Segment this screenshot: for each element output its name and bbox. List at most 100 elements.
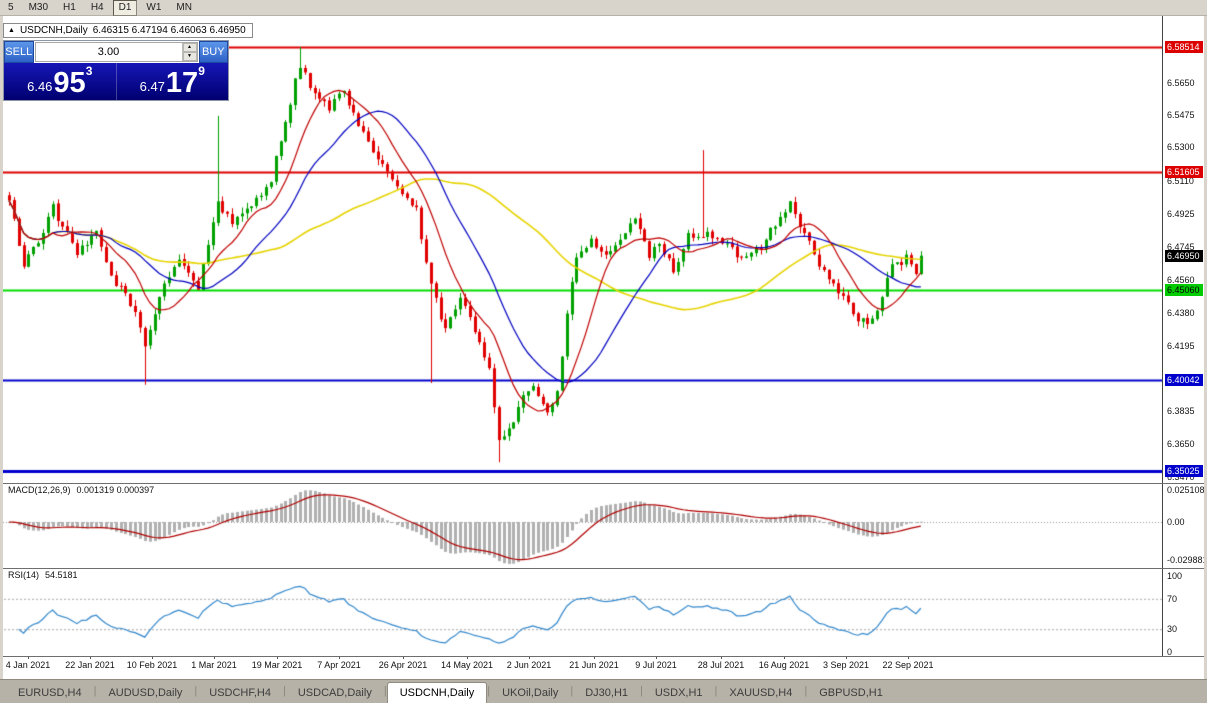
sell-price-base: 6.46 xyxy=(27,79,53,94)
tab-divider: | xyxy=(283,684,286,697)
buy-price-base: 6.47 xyxy=(139,79,165,94)
date-axis-tick xyxy=(90,656,91,659)
macd-scale-label: 0.025108 xyxy=(1167,485,1205,495)
sell-price-frac: 3 xyxy=(85,64,93,78)
time-axis-border xyxy=(0,656,1207,657)
tab-divider: | xyxy=(640,684,643,697)
sell-price-display: 6.46 95 3 xyxy=(4,63,116,100)
timeframe-button-h1[interactable]: H1 xyxy=(63,1,76,13)
buy-price-pips: 17 xyxy=(165,67,199,99)
rsi-scale-label: 0 xyxy=(1167,647,1173,657)
current-price-badge: 6.46950 xyxy=(1165,249,1203,262)
date-axis-label: 16 Aug 2021 xyxy=(758,660,810,670)
date-axis-tick xyxy=(277,656,278,659)
rsi-scale-label: 30 xyxy=(1167,624,1178,635)
price-tick-label: 6.4745 xyxy=(1167,241,1195,252)
date-axis-label: 2 Jun 2021 xyxy=(506,660,552,670)
chart-tab-gbpusd-h1[interactable]: GBPUSD,H1 xyxy=(819,687,883,699)
chart-tab-dj30-h1[interactable]: DJ30,H1 xyxy=(585,687,628,699)
date-axis-label: 1 Mar 2021 xyxy=(191,660,237,670)
volume-input[interactable] xyxy=(35,43,182,61)
macd-scale-label: -0.029881 xyxy=(1167,555,1207,566)
window-frame-right xyxy=(1204,16,1207,679)
date-axis-label: 14 May 2021 xyxy=(440,660,494,670)
rsi-scale-label: 70 xyxy=(1167,593,1178,604)
chart-tab-usdchf-h4[interactable]: USDCHF,H4 xyxy=(209,687,271,699)
tab-divider: | xyxy=(487,684,491,697)
date-axis-tick xyxy=(214,656,215,659)
rsi-title: RSI(14) xyxy=(8,570,40,580)
date-axis-tick xyxy=(28,656,29,659)
level-price-badge: 6.35025 xyxy=(1165,464,1203,477)
date-axis-tick xyxy=(467,656,468,659)
tab-divider: | xyxy=(804,684,808,697)
buy-price-frac: 9 xyxy=(198,64,205,78)
date-axis-tick xyxy=(656,656,657,659)
price-chart-canvas[interactable] xyxy=(0,16,1162,656)
price-tick-label: 6.4380 xyxy=(1167,307,1195,318)
price-tick-label: 6.4925 xyxy=(1167,209,1195,220)
date-axis-label: 3 Sep 2021 xyxy=(822,660,870,670)
chart-tab-bar: EURUSD,H4 | AUDUSD,Daily | USDCHF,H4 | USDCAD,… xyxy=(0,679,1207,703)
timeframe-button-d1[interactable]: D1 xyxy=(112,0,138,16)
chart-symbol-label: USDCNH,Daily xyxy=(19,25,88,36)
timeframe-button-m30[interactable]: M30 xyxy=(28,1,49,13)
date-axis-label: 28 Jul 2021 xyxy=(697,660,745,670)
tab-divider: | xyxy=(714,684,718,697)
timeframe-button-h4[interactable]: H4 xyxy=(90,1,104,13)
macd-panel-splitter[interactable] xyxy=(0,483,1207,484)
chart-tab-usdx-h1[interactable]: USDX,H1 xyxy=(654,687,703,699)
price-tick-label: 6.3650 xyxy=(1167,439,1195,450)
rsi-value: 54.5181 xyxy=(45,570,78,580)
level-price-badge: 6.40042 xyxy=(1165,374,1203,387)
level-price-badge: 6.58514 xyxy=(1165,41,1203,53)
timeframe-toolbar: 5 M30 H1 H4 D1 W1 MN xyxy=(0,0,1207,16)
timeframe-button-5[interactable]: 5 xyxy=(8,1,14,13)
date-axis-label: 9 Jul 2021 xyxy=(635,660,677,670)
sell-button[interactable]: SELL xyxy=(4,41,34,63)
date-axis-label: 22 Jan 2021 xyxy=(65,660,115,670)
price-tick-label: 6.5300 xyxy=(1167,141,1195,152)
chart-tab-audusd-daily[interactable]: AUDUSD,Daily xyxy=(108,687,183,699)
level-price-badge: 6.51605 xyxy=(1165,165,1203,178)
timeframe-button-w1[interactable]: W1 xyxy=(146,1,162,13)
date-axis-label: 26 Apr 2021 xyxy=(378,660,428,670)
rsi-scale-label: 100 xyxy=(1167,571,1183,581)
chart-tab-xauusd-h4[interactable]: XAUUSD,H4 xyxy=(729,687,793,699)
price-tick-label: 6.5475 xyxy=(1167,109,1195,120)
volume-decrease-icon[interactable]: ▼ xyxy=(182,52,197,61)
date-axis-label: 4 Jan 2021 xyxy=(5,660,51,670)
tab-divider: | xyxy=(383,684,387,697)
chart-tab-eurusd-h4[interactable]: EURUSD,H4 xyxy=(18,687,82,699)
macd-title: MACD(12,26,9) xyxy=(8,485,71,495)
chart-area: 6.5650 6.5475 6.5300 6.5110 6.4925 6.4745 6.45… xyxy=(0,16,1207,679)
tab-divider: | xyxy=(570,684,574,697)
date-axis-tick xyxy=(339,656,340,659)
tab-divider: | xyxy=(194,684,198,697)
date-axis-label: 10 Feb 2021 xyxy=(126,660,178,670)
date-axis-label: 22 Sep 2021 xyxy=(882,660,934,670)
date-axis-tick xyxy=(594,656,595,659)
buy-price-display: 6.47 17 9 xyxy=(115,63,229,100)
price-tick-label: 6.4560 xyxy=(1167,275,1195,286)
quote-display: 6.46 95 3 6.47 17 9 xyxy=(4,63,228,100)
date-axis-tick xyxy=(721,656,722,659)
timeframe-button-mn[interactable]: MN xyxy=(176,1,192,13)
chart-ohlc-values: 6.46315 6.47194 6.46063 6.46950 xyxy=(92,25,246,36)
sell-price-pips: 95 xyxy=(53,67,86,99)
price-tick-label: 6.5650 xyxy=(1167,78,1195,89)
collapse-chart-icon[interactable]: ▲ xyxy=(8,26,15,34)
date-axis-label: 21 Jun 2021 xyxy=(569,660,619,670)
chart-tab-usdcnh-daily[interactable]: USDCNH,Daily xyxy=(386,682,488,703)
rsi-panel-splitter[interactable] xyxy=(0,568,1207,569)
macd-scale-label: 0.00 xyxy=(1167,517,1185,527)
buy-button[interactable]: BUY xyxy=(198,41,228,63)
rsi-indicator-label: RSI(14) 54.5181 xyxy=(5,570,81,580)
date-axis-tick xyxy=(908,656,909,659)
chart-tab-ukoil-daily[interactable]: UKOil,Daily xyxy=(502,687,559,699)
date-axis-tick xyxy=(846,656,847,659)
chart-tab-usdcad-daily[interactable]: USDCAD,Daily xyxy=(297,687,372,699)
level-price-badge: 6.45060 xyxy=(1165,283,1203,296)
price-tick-label: 6.4195 xyxy=(1167,340,1195,351)
volume-increase-icon[interactable]: ▲ xyxy=(182,43,197,52)
